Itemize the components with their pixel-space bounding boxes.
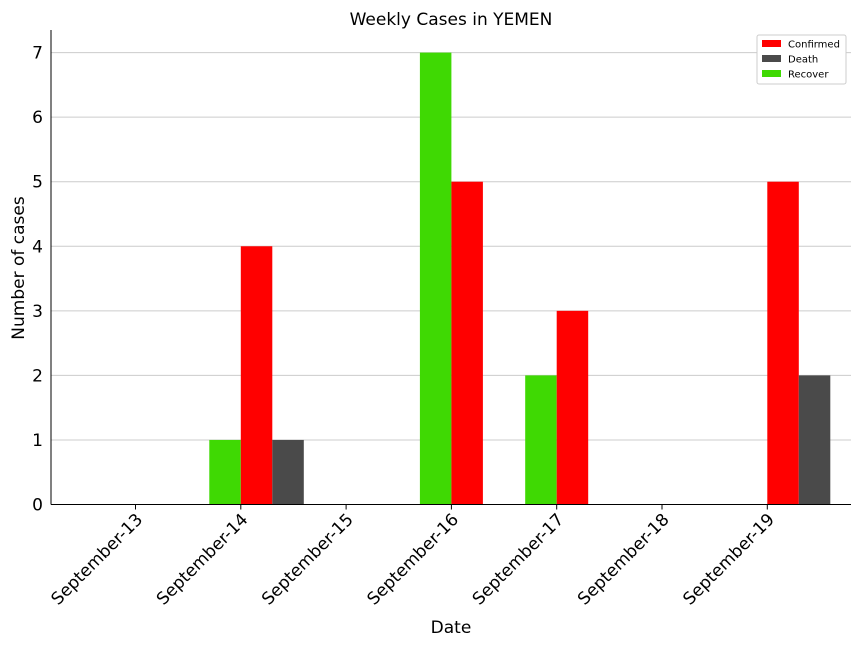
y-tick-label: 7 — [32, 44, 43, 64]
x-tick-label: September-14 — [153, 510, 252, 609]
y-tick-label: 3 — [32, 302, 43, 322]
x-tick-label: September-16 — [363, 510, 462, 609]
y-tick-label: 2 — [32, 366, 43, 386]
legend-swatch-recover — [762, 70, 781, 77]
legend: Confirmed Death Recover — [756, 34, 847, 85]
legend-label-recover: Recover — [788, 70, 829, 81]
x-ticks: September-13 September-14 September-15 Sept… — [48, 504, 779, 609]
y-tick-label: 5 — [32, 173, 43, 193]
x-tick-label: September-18 — [574, 510, 673, 609]
x-tick-label: September-15 — [258, 510, 357, 609]
bar-recover-september-14 — [209, 439, 241, 505]
y-tick-label: 4 — [32, 237, 43, 257]
bar-confirmed-september-19 — [767, 181, 799, 505]
x-tick-label: September-17 — [469, 510, 568, 609]
x-tick-label: September-19 — [679, 510, 778, 609]
y-ticks: 0 1 2 3 4 5 6 7 — [32, 44, 43, 516]
x-axis-label: Date — [431, 618, 472, 638]
bar-recover-september-17 — [525, 375, 557, 505]
bars-group — [209, 52, 831, 505]
bar-recover-september-16 — [419, 52, 452, 505]
y-axis-label: Number of cases — [9, 196, 29, 340]
legend-label-confirmed: Confirmed — [788, 40, 840, 51]
bar-confirmed-september-17 — [556, 310, 589, 505]
y-tick-label: 0 — [32, 496, 43, 516]
legend-label-death: Death — [788, 55, 818, 66]
chart-title: Weekly Cases in YEMEN — [350, 10, 553, 30]
y-tick-label: 6 — [32, 108, 43, 128]
x-tick-label: September-13 — [48, 510, 147, 609]
bar-confirmed-september-14 — [240, 246, 273, 505]
legend-swatch-confirmed — [762, 40, 781, 47]
y-tick-label: 1 — [32, 431, 43, 451]
legend-swatch-death — [762, 55, 781, 62]
bar-confirmed-september-16 — [451, 181, 483, 505]
bar-death-september-14 — [272, 439, 304, 505]
bar-death-september-19 — [798, 375, 831, 505]
